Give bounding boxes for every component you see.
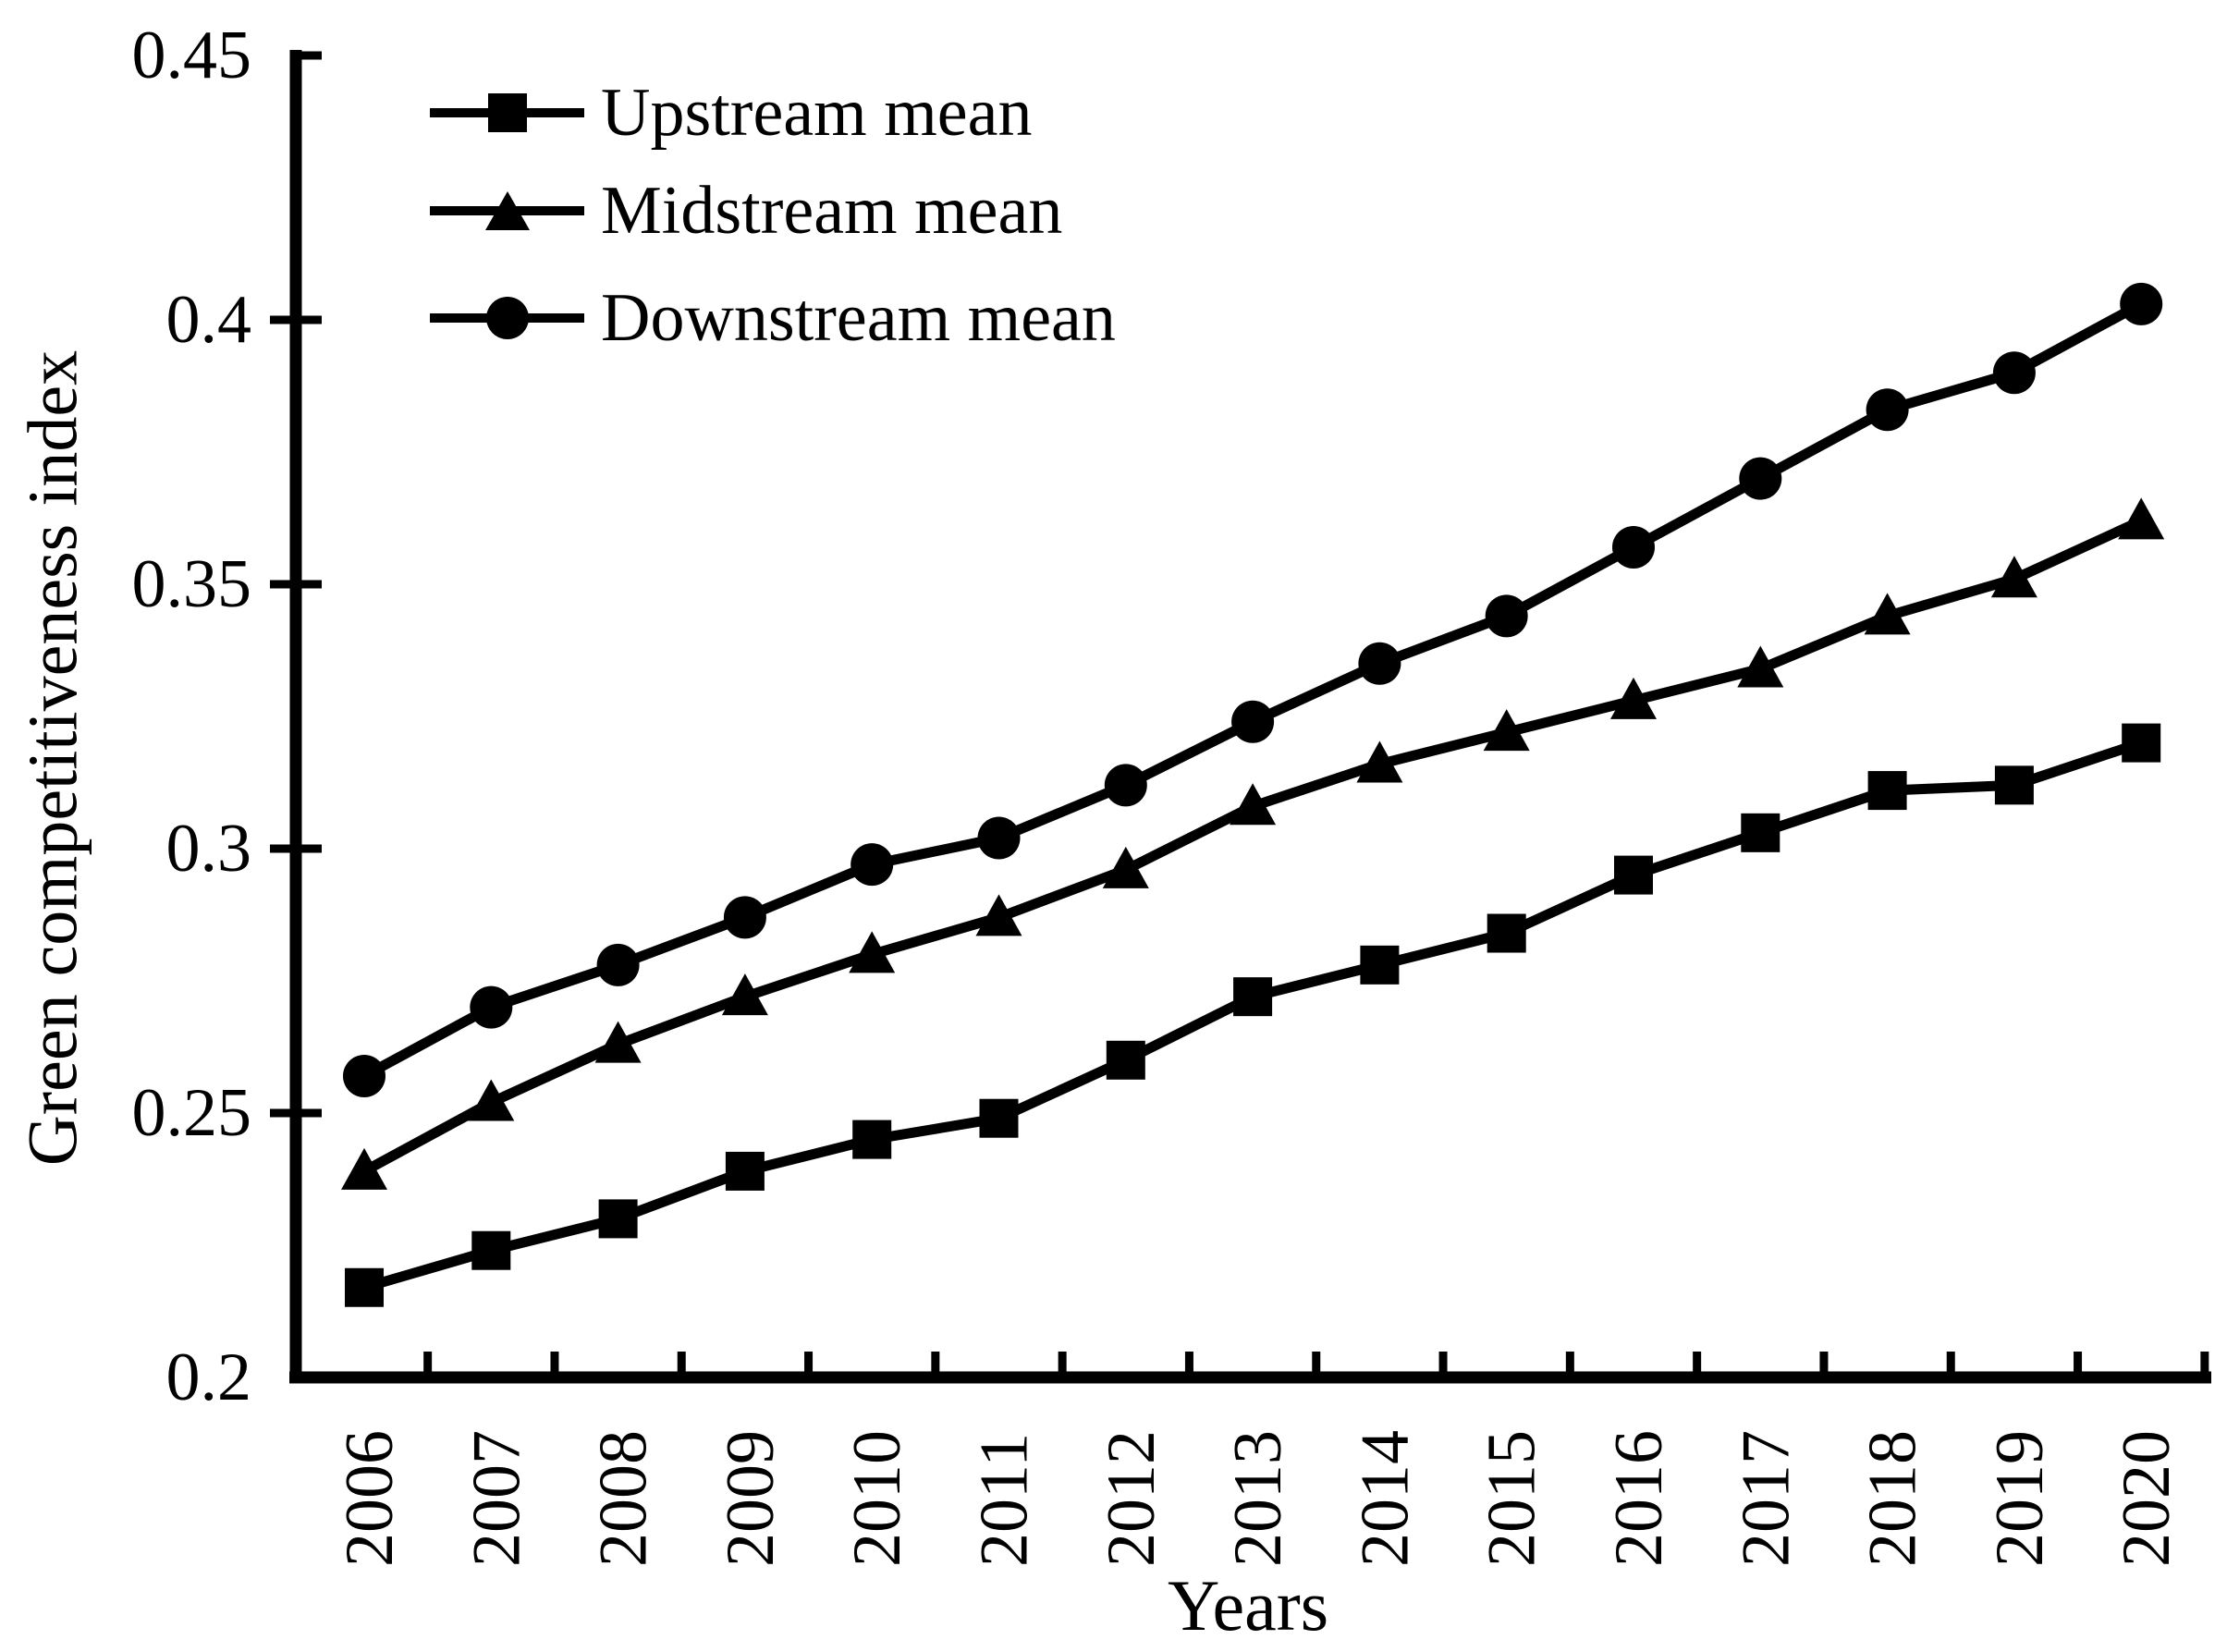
square-marker-icon bbox=[979, 1098, 1019, 1138]
square-marker-icon bbox=[1487, 913, 1526, 953]
square-marker-icon bbox=[2122, 723, 2161, 763]
triangle-marker-icon bbox=[468, 1079, 515, 1121]
y-tick-label: 0.3 bbox=[166, 811, 252, 887]
circle-marker-icon bbox=[1231, 700, 1275, 743]
triangle-marker-icon bbox=[1102, 846, 1149, 888]
y-tick-label: 0.2 bbox=[166, 1340, 252, 1415]
square-marker-icon bbox=[345, 1267, 384, 1307]
triangle-marker-icon bbox=[849, 931, 896, 973]
circle-marker-icon bbox=[1485, 594, 1528, 638]
y-tick-label: 0.45 bbox=[132, 18, 252, 93]
legend-label: Downstream mean bbox=[601, 280, 1116, 356]
x-tick-label: 2010 bbox=[839, 1430, 915, 1567]
circle-marker-icon bbox=[723, 896, 766, 939]
triangle-marker-icon bbox=[1610, 677, 1657, 719]
circle-marker-icon bbox=[977, 816, 1021, 860]
x-axis-title: Years bbox=[1167, 1565, 1329, 1646]
triangle-marker-icon bbox=[1483, 709, 1530, 752]
circle-marker-icon bbox=[1866, 388, 1909, 432]
square-marker-icon bbox=[598, 1199, 638, 1239]
y-axis-title: Green competitiveness index bbox=[14, 349, 92, 1167]
y-tick-label: 0.4 bbox=[166, 282, 252, 358]
x-tick-label: 2012 bbox=[1094, 1430, 1169, 1567]
circle-marker-icon bbox=[850, 843, 894, 887]
square-marker-icon bbox=[1741, 813, 1780, 852]
x-tick-label: 2020 bbox=[2109, 1430, 2184, 1567]
triangle-marker-icon bbox=[1864, 593, 1911, 635]
legend-label: Upstream mean bbox=[601, 75, 1033, 151]
legend-line bbox=[430, 297, 584, 339]
circle-marker-icon bbox=[1739, 457, 1782, 500]
x-tick-label: 2015 bbox=[1474, 1430, 1550, 1567]
circle-marker-icon bbox=[1104, 764, 1147, 807]
legend-item-midstream: Midstream mean bbox=[430, 177, 1062, 245]
triangle-marker-icon bbox=[484, 191, 530, 230]
triangle-marker-icon bbox=[341, 1147, 387, 1190]
square-marker-icon bbox=[1360, 945, 1400, 985]
circle-marker-icon bbox=[470, 985, 513, 1029]
square-marker-icon bbox=[725, 1151, 765, 1191]
x-tick-label: 2013 bbox=[1220, 1430, 1296, 1567]
legend-line bbox=[430, 191, 584, 230]
x-tick-label: 2006 bbox=[332, 1430, 408, 1567]
legend-item-upstream: Upstream mean bbox=[430, 79, 1032, 147]
square-marker-icon bbox=[852, 1120, 892, 1159]
legend-item-downstream: Downstream mean bbox=[430, 284, 1116, 352]
square-marker-icon bbox=[1867, 771, 1907, 811]
circle-marker-icon bbox=[2120, 282, 2163, 325]
circle-marker-icon bbox=[1612, 525, 1655, 569]
circle-marker-icon bbox=[1992, 351, 2036, 395]
square-marker-icon bbox=[1994, 765, 2034, 805]
triangle-marker-icon bbox=[2118, 497, 2165, 540]
triangle-marker-icon bbox=[1737, 645, 1784, 688]
x-tick-label: 2019 bbox=[1982, 1430, 2058, 1567]
square-marker-icon bbox=[1233, 977, 1273, 1017]
legend-label: Midstream mean bbox=[601, 173, 1063, 249]
triangle-marker-icon bbox=[1990, 556, 2037, 598]
triangle-marker-icon bbox=[975, 894, 1022, 936]
x-tick-label: 2017 bbox=[1728, 1430, 1804, 1567]
triangle-marker-icon bbox=[594, 1021, 642, 1063]
x-tick-label: 2018 bbox=[1855, 1430, 1931, 1567]
square-marker-icon bbox=[1614, 855, 1653, 895]
legend-line bbox=[430, 93, 584, 132]
square-marker-icon bbox=[471, 1230, 511, 1270]
x-tick-label: 2007 bbox=[459, 1430, 534, 1567]
circle-marker-icon bbox=[596, 943, 640, 986]
y-tick-label: 0.35 bbox=[132, 546, 252, 622]
x-tick-label: 2014 bbox=[1347, 1430, 1423, 1567]
triangle-marker-icon bbox=[1230, 783, 1277, 826]
circle-marker-icon bbox=[485, 297, 529, 339]
x-tick-label: 2011 bbox=[967, 1433, 1043, 1567]
triangle-marker-icon bbox=[721, 973, 768, 1016]
square-marker-icon bbox=[487, 93, 527, 132]
x-tick-label: 2016 bbox=[1601, 1430, 1677, 1567]
x-tick-label: 2009 bbox=[713, 1430, 789, 1567]
square-marker-icon bbox=[1106, 1040, 1145, 1080]
circle-marker-icon bbox=[1358, 642, 1401, 685]
circle-marker-icon bbox=[343, 1054, 385, 1097]
triangle-marker-icon bbox=[1356, 740, 1403, 783]
x-tick-label: 2008 bbox=[586, 1430, 662, 1567]
y-tick-label: 0.25 bbox=[132, 1075, 252, 1151]
